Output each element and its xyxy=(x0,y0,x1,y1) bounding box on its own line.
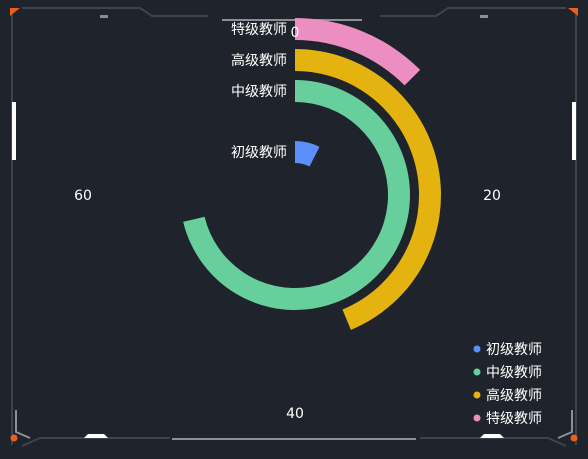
angle-tick-label: 60 xyxy=(74,188,92,204)
legend-dot-icon xyxy=(473,391,481,399)
legend-label: 特级教师 xyxy=(486,411,542,427)
legend-item[interactable]: 中级教师 xyxy=(473,365,543,381)
legend-item[interactable]: 初级教师 xyxy=(473,341,543,358)
category-label: 中级教师 xyxy=(231,84,287,100)
legend-dot-icon xyxy=(473,414,481,422)
bar-1[interactable] xyxy=(295,141,320,167)
angle-tick-label: 20 xyxy=(483,188,501,204)
panel-frame xyxy=(10,7,578,447)
angle-tick-label: 40 xyxy=(286,406,304,422)
legend-item[interactable]: 高级教师 xyxy=(473,387,543,404)
legend-label: 高级教师 xyxy=(486,387,542,404)
legend-dot-icon xyxy=(473,368,481,376)
legend-dot-icon xyxy=(473,345,481,353)
legend-label: 中级教师 xyxy=(486,365,542,381)
bar-2[interactable] xyxy=(183,80,410,311)
angle-tick-label: 0 xyxy=(291,25,300,41)
legend-item[interactable]: 特级教师 xyxy=(473,411,543,427)
bar-3[interactable] xyxy=(295,49,441,330)
category-label: 初级教师 xyxy=(231,144,287,161)
legend-label: 初级教师 xyxy=(486,341,542,358)
category-label: 特级教师 xyxy=(231,22,287,38)
category-label: 高级教师 xyxy=(231,52,287,69)
bar-4[interactable] xyxy=(295,18,421,86)
